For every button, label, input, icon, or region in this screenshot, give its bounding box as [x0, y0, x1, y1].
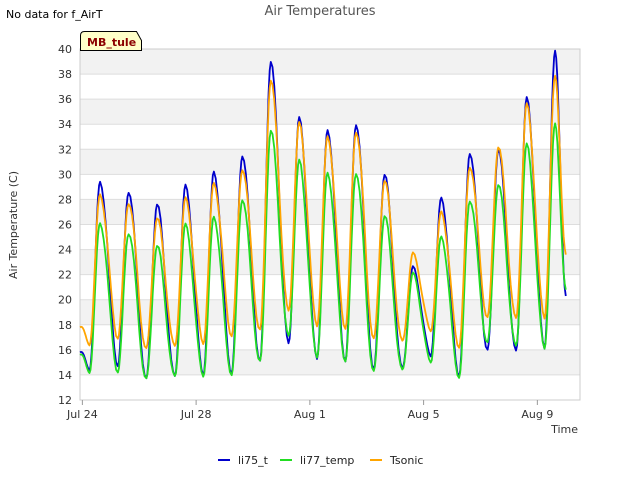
y-tick-label: 34	[58, 118, 72, 131]
y-tick-label: 32	[58, 143, 72, 156]
y-tick-label: 22	[58, 269, 72, 282]
site-badge: MB_tule	[80, 31, 142, 51]
y-tick-label: 12	[58, 394, 72, 407]
y-tick-label: 30	[58, 168, 72, 181]
y-tick-label: 36	[58, 93, 72, 106]
x-tick-label: Aug 1	[294, 408, 326, 421]
x-tick-label: Aug 9	[521, 408, 553, 421]
site-badge-box	[80, 31, 142, 51]
legend: li75_t li77_temp Tsonic	[218, 454, 423, 467]
x-tick-label: Jul 24	[66, 408, 98, 421]
grid-band	[80, 349, 580, 375]
site-badge-label: MB_tule	[87, 36, 136, 49]
y-axis: 12 14 16 18 20 22 24 26 28 30 32 34 36 38 40	[58, 43, 72, 407]
no-data-note: No data for f_AirT	[6, 8, 103, 21]
x-tick-label: Jul 28	[180, 408, 212, 421]
x-axis-title: Time	[550, 423, 578, 436]
x-tick-label: Aug 5	[408, 408, 440, 421]
grid-band	[80, 299, 580, 325]
y-tick-label: 16	[58, 344, 72, 357]
legend-label: Tsonic	[389, 454, 423, 467]
y-tick-label: 26	[58, 219, 72, 232]
y-tick-label: 24	[58, 244, 72, 257]
y-tick-label: 28	[58, 193, 72, 206]
y-axis-title: Air Temperature (C)	[7, 171, 20, 279]
plot-area-border	[79, 48, 581, 401]
y-tick-label: 14	[58, 369, 72, 382]
legend-label: li77_temp	[300, 454, 354, 467]
chart-title: Air Temperatures	[264, 4, 375, 19]
series-line-li77-temp	[79, 122, 567, 380]
y-tick-label: 40	[58, 43, 72, 56]
grid-band	[80, 99, 580, 125]
grid-band	[80, 49, 580, 75]
y-tick-label: 20	[58, 294, 72, 307]
series-line-tsonic	[79, 74, 567, 349]
legend-label: li75_t	[238, 454, 269, 467]
x-axis: Jul 24 Jul 28 Aug 1 Aug 5 Aug 9	[66, 400, 553, 421]
series-layer	[79, 49, 567, 380]
y-tick-label: 18	[58, 319, 72, 332]
y-tick-label: 38	[58, 68, 72, 81]
